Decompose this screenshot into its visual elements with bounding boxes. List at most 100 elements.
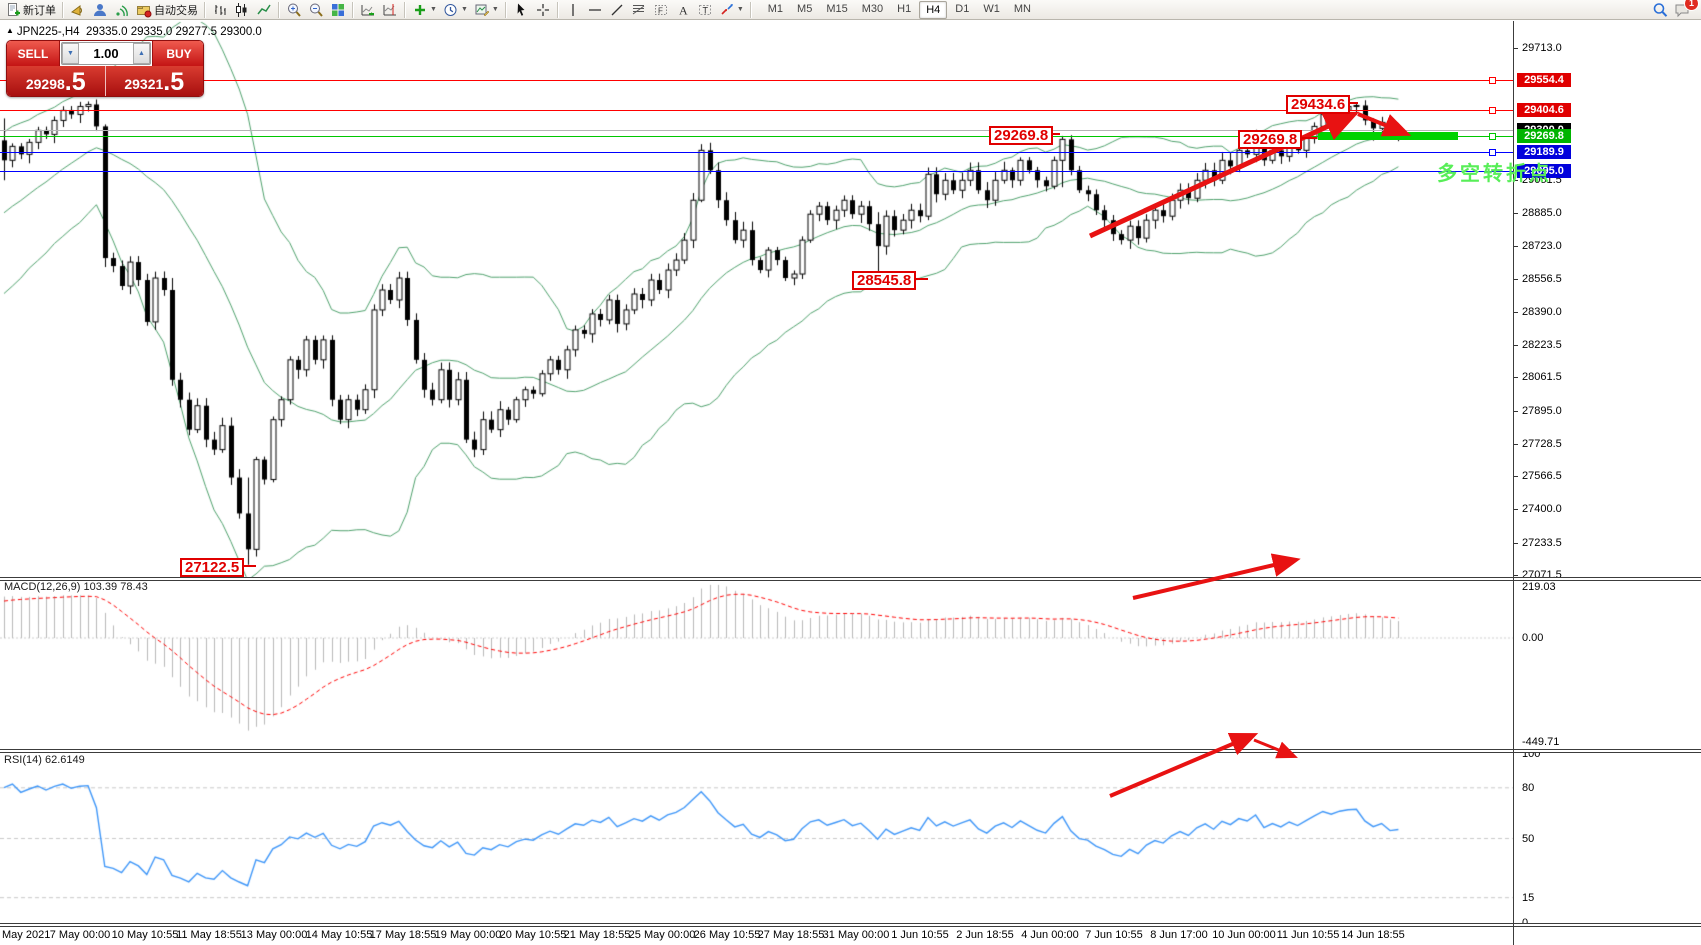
new-order-button[interactable]: 新订单 [2,1,59,19]
timeframe-button-m30[interactable]: M30 [861,2,884,15]
time-axis-label: 7 Jun 10:55 [1085,929,1143,941]
price-tick-label: 28061.5 [1522,371,1562,383]
timeframe-button-w1[interactable]: W1 [983,2,1000,15]
rsi-indicator-label: RSI(14) 62.6149 [4,754,85,766]
toolbar-separator [556,1,559,18]
toolbar-separator [504,1,507,18]
price-annotation-box[interactable]: 29434.6 [1286,95,1351,114]
auto-trading-button[interactable]: 自动交易 [133,1,201,19]
ohlc-readout: 29335.0 29335.0 29277.5 29300.0 [85,26,262,38]
time-axis-label: 25 May 00:00 [628,929,696,941]
profile-button[interactable] [89,1,111,19]
arrows-button[interactable]: ▼ [716,1,747,19]
text-button[interactable]: A [672,1,694,19]
time-axis-label: 7 May 00:00 [49,929,111,941]
price-annotation-box[interactable]: 28545.8 [852,271,917,290]
periods-button[interactable]: ▼ [440,1,471,19]
volume-decrease-button[interactable]: ▼ [62,43,79,64]
cursor-button[interactable] [510,1,532,19]
timeframe-button-m1[interactable]: M1 [767,2,784,15]
crosshair-button[interactable] [532,1,554,19]
bar-chart-button[interactable] [209,1,231,19]
one-click-trading-panel: SELL ▼ ▲ BUY 29298.5 29321.5 [6,40,204,97]
buy-button[interactable]: BUY [152,41,203,66]
horizontal-line-button[interactable] [584,1,606,19]
periods-icon [443,2,459,18]
price-tick-mark [1513,444,1518,445]
svg-text:T: T [702,5,708,15]
auto-scroll-button[interactable] [357,1,379,19]
toolbar-separator [204,1,206,18]
price-tick-mark [1513,246,1518,247]
search-button[interactable] [1649,1,1671,19]
volume-increase-button[interactable]: ▲ [133,43,150,64]
bar-chart-icon [212,2,228,18]
collapse-panel-icon[interactable]: ▲ [6,26,14,35]
time-axis-corner-label: May 2021 [2,929,51,941]
horizontal-level-line[interactable] [0,110,1513,111]
candlestick-chart-button[interactable] [231,1,253,19]
bull-bear-turning-point-note[interactable]: 多空转折点 [1437,163,1552,185]
macd-panel-separator[interactable] [0,577,1701,581]
price-badge: 29554.4 [1517,73,1571,87]
line-drag-handle[interactable] [1489,77,1496,84]
text-label-button[interactable]: T [694,1,716,19]
notifications-button[interactable]: 1 [1671,0,1699,19]
chevron-down-icon: ▼ [460,6,468,13]
sell-price-main: 29298 [25,76,65,92]
line-chart-button[interactable] [253,1,275,19]
horizontal-level-line[interactable] [0,152,1513,153]
time-axis-label: 4 Jun 00:00 [1021,929,1079,941]
timeframe-button-m15[interactable]: M15 [826,2,848,15]
buy-price-frac: .5 [163,68,185,96]
tile-windows-button[interactable] [327,1,349,19]
channel-button[interactable]: F [650,1,672,19]
template-button[interactable]: ▼ [471,1,502,19]
price-tick-mark [1513,279,1518,280]
price-tick-label: 28390.0 [1522,306,1562,318]
time-axis-label: 11 May 18:55 [176,929,242,941]
line-drag-handle[interactable] [1489,133,1496,140]
signal-button[interactable] [111,1,133,19]
chevron-down-icon: ▼ [430,6,437,13]
zoom-out-button[interactable] [305,1,327,19]
annotation-leader-line [915,278,928,280]
support-zone-bar[interactable] [1318,132,1458,140]
sell-button[interactable]: SELL [7,41,60,66]
add-indicator-button[interactable]: ▼ [409,1,440,19]
trendline-button[interactable] [606,1,628,19]
sell-price-frac: .5 [64,68,86,96]
price-tick-mark [1513,345,1518,346]
price-tick-label: 28723.0 [1522,240,1562,252]
horizontal-level-line[interactable] [0,136,1513,137]
price-tick-label: 27895.0 [1522,405,1562,417]
horn-button[interactable] [67,1,89,19]
timeframe-button-d1[interactable]: D1 [955,2,970,15]
price-annotation-box[interactable]: 29269.8 [1238,130,1303,149]
new-order-icon [5,2,21,18]
timeframe-button-mn[interactable]: MN [1013,2,1031,15]
time-axis-label: 1 Jun 10:55 [891,929,949,941]
horizontal-level-line[interactable] [0,80,1513,81]
timeframe-button-h1[interactable]: H1 [897,2,912,15]
vertical-line-button[interactable] [562,1,584,19]
timeframe-button-h4[interactable]: H4 [919,0,948,19]
zoom-in-button[interactable] [283,1,305,19]
horizontal-level-line[interactable] [0,130,1513,131]
macd-axis-label: 0.00 [1522,632,1544,644]
fibonacci-button[interactable] [628,1,650,19]
horizontal-level-line[interactable] [0,171,1513,172]
timeframe-button-m5[interactable]: M5 [797,2,813,15]
line-drag-handle[interactable] [1489,107,1496,114]
volume-input[interactable] [79,43,133,64]
chart-shift-button[interactable] [379,1,401,19]
price-annotation-box[interactable]: 27122.5 [180,558,245,577]
price-badge: 29189.9 [1517,145,1571,159]
auto-scroll-icon [360,2,376,18]
sell-price-display[interactable]: 29298.5 [7,66,106,96]
rsi-panel-separator[interactable] [0,749,1701,753]
price-annotation-box[interactable]: 29269.8 [989,126,1054,145]
buy-price-display[interactable]: 29321.5 [106,66,204,96]
line-drag-handle[interactable] [1489,149,1496,156]
